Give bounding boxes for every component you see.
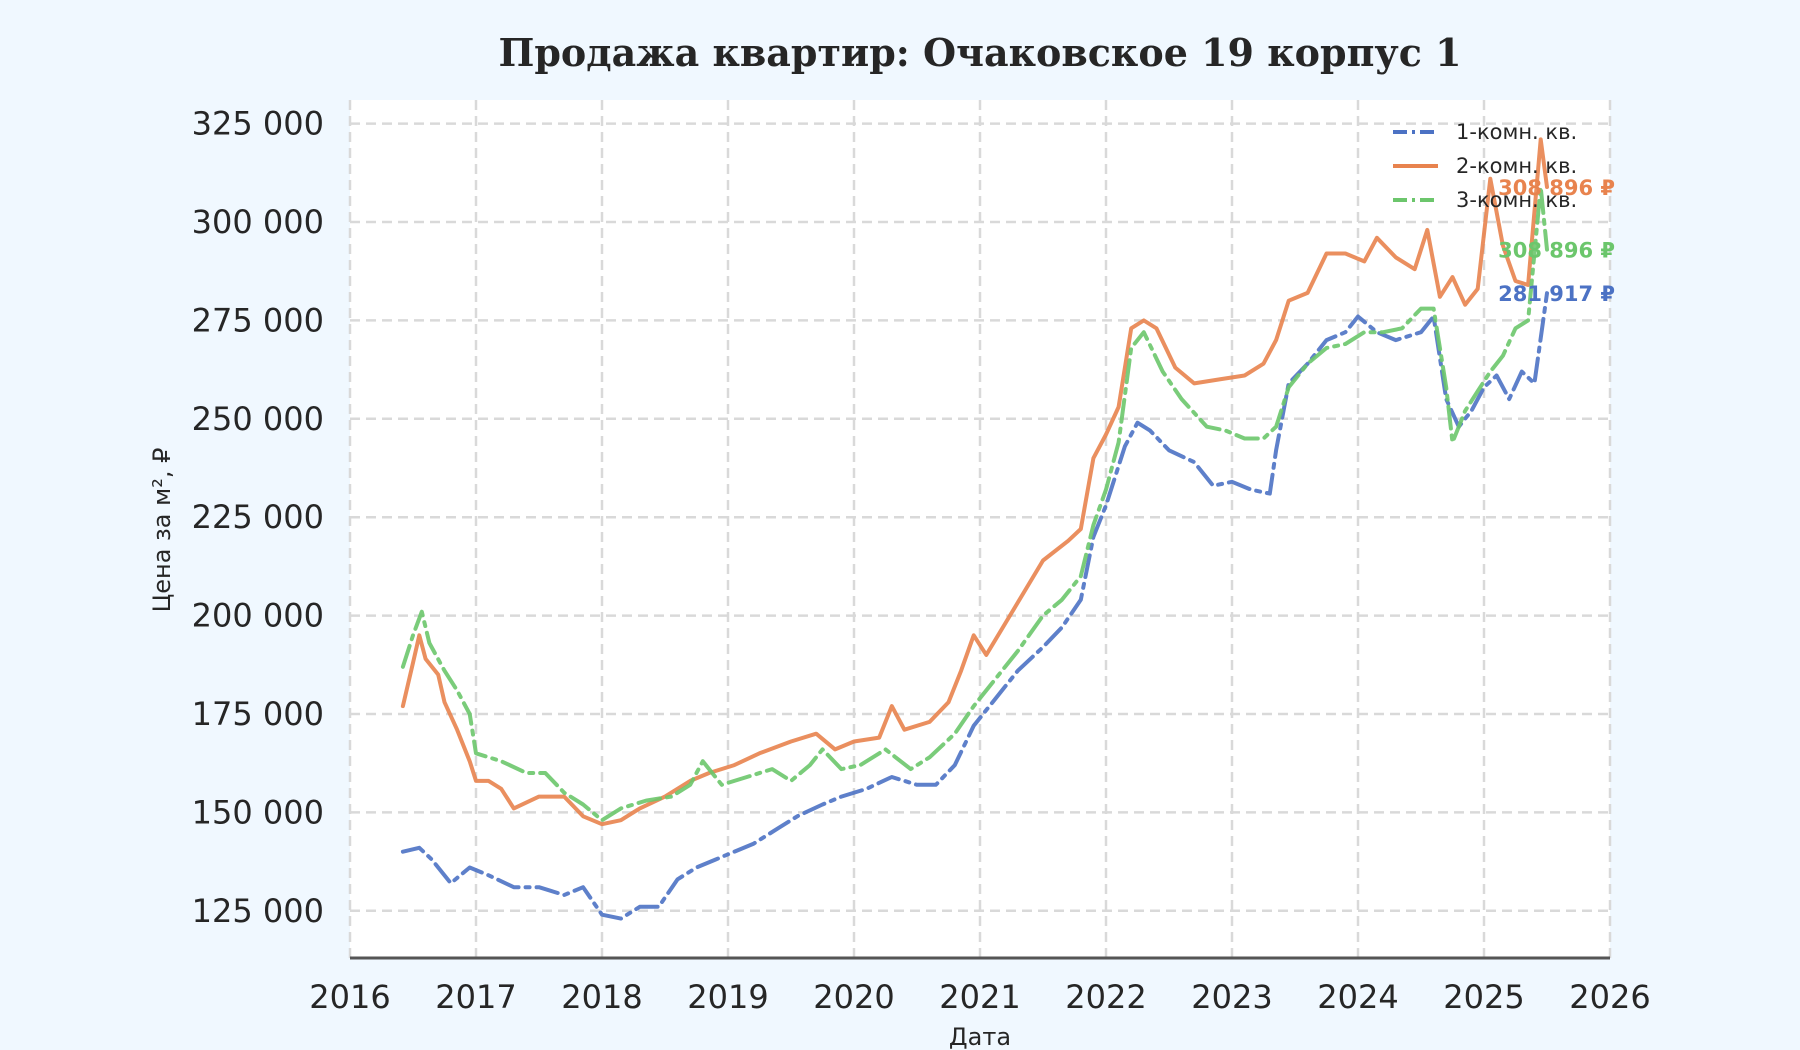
x-tick-label: 2024 xyxy=(1317,978,1398,1016)
y-tick-label: 325 000 xyxy=(192,105,324,143)
series-line-3 xyxy=(400,185,1549,823)
end-label-3: 308 896 ₽ xyxy=(1498,239,1615,263)
y-tick-label: 125 000 xyxy=(192,892,324,930)
x-tick-label: 2022 xyxy=(1065,978,1146,1016)
legend-label-2: 2-комн. кв. xyxy=(1456,154,1577,178)
x-axis-label: Дата xyxy=(949,1023,1011,1050)
x-tick-label: 2026 xyxy=(1569,978,1650,1016)
x-tick-label: 2025 xyxy=(1443,978,1524,1016)
x-tick-label: 2018 xyxy=(561,978,642,1016)
y-axis-label: Цена за м², ₽ xyxy=(148,448,176,613)
legend-label-3: 3-комн. кв. xyxy=(1456,188,1577,212)
y-tick-label: 250 000 xyxy=(192,400,324,438)
y-tick-label: 175 000 xyxy=(192,695,324,733)
series-line-1 xyxy=(400,291,1549,921)
end-label-1: 281 917 ₽ xyxy=(1498,282,1615,306)
y-tick-label: 225 000 xyxy=(192,498,324,536)
series-line-2 xyxy=(400,137,1549,827)
chart-title: Продажа квартир: Очаковское 19 корпус 1 xyxy=(498,30,1461,75)
x-tick-label: 2019 xyxy=(687,978,768,1016)
x-tick-label: 2021 xyxy=(939,978,1020,1016)
x-tick-label: 2017 xyxy=(435,978,516,1016)
x-tick-label: 2020 xyxy=(813,978,894,1016)
plot-area xyxy=(350,100,1610,958)
x-tick-label: 2016 xyxy=(309,978,390,1016)
end-label-2: 308 896 ₽ xyxy=(1498,176,1615,200)
y-tick-label: 200 000 xyxy=(192,597,324,635)
y-tick-label: 150 000 xyxy=(192,793,324,831)
x-tick-label: 2023 xyxy=(1191,978,1272,1016)
y-tick-label: 300 000 xyxy=(192,203,324,241)
legend: 1-комн. кв. 2-комн. кв. 3-комн. кв. xyxy=(1393,120,1577,212)
end-labels: 281 917 ₽ 308 896 ₽ 308 896 ₽ xyxy=(1498,176,1615,306)
tick-labels: 2016 2017 2018 2019 2020 2021 2022 2023 2024 2025… xyxy=(192,105,1651,1016)
y-tick-label: 275 000 xyxy=(192,301,324,339)
legend-label-1: 1-комн. кв. xyxy=(1456,120,1577,144)
series-layer xyxy=(400,137,1549,921)
grid-lines xyxy=(348,100,1612,958)
